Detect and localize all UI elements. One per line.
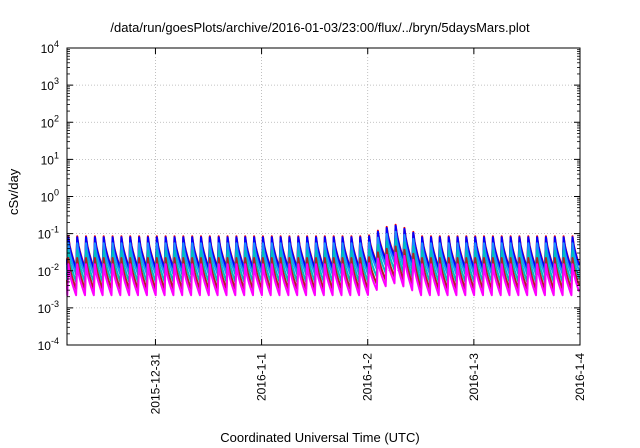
series-line-6 <box>66 251 580 297</box>
y-axis-ticks: 10-4 10-3 10-2 10-1 100 101 102 103 104 <box>38 39 580 353</box>
plot-border <box>66 47 581 346</box>
x-axis-ticks: 2015-12-31 2016-1-1 2016-1-2 2016-1-3 2016-1… <box>148 48 587 414</box>
x-axis-label: Coordinated Universal Time (UTC) <box>220 430 420 445</box>
x-tick-label: 2016-1-2 <box>361 353 375 401</box>
series-line-3 <box>66 230 580 276</box>
y-tick-label: 102 <box>41 113 59 130</box>
y-tick-label: 101 <box>41 150 59 167</box>
y-tick-label: 104 <box>41 39 59 56</box>
plot-frame <box>66 47 581 346</box>
y-tick-label: 100 <box>41 188 59 205</box>
x-tick-label: 2015-12-31 <box>148 353 162 415</box>
y-tick-label: 10-1 <box>38 225 59 242</box>
x-tick-label: 2016-1-1 <box>255 353 269 401</box>
series-line-2 <box>66 224 580 271</box>
series-lines <box>66 223 580 297</box>
y-tick-label: 103 <box>41 76 59 93</box>
series-line-4 <box>66 238 580 283</box>
grid-lines <box>67 48 580 345</box>
y-tick-label: 10-2 <box>38 262 59 279</box>
x-tick-label: 2016-1-3 <box>467 353 481 401</box>
x-tick-label: 2016-1-4 <box>573 353 587 401</box>
chart-title: /data/run/goesPlots/archive/2016-01-03/2… <box>110 20 530 35</box>
y-tick-label: 10-4 <box>38 336 59 353</box>
series-line-5 <box>66 245 580 291</box>
y-tick-label: 10-3 <box>38 299 59 316</box>
